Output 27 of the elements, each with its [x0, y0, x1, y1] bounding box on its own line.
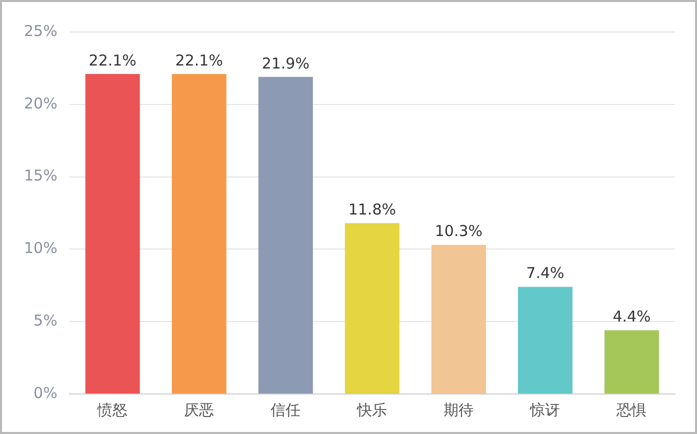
bar — [85, 74, 140, 394]
y-tick-label: 25% — [24, 22, 58, 40]
bar — [344, 223, 400, 394]
x-tick-label: 快乐 — [356, 400, 388, 419]
data-label: 22.1% — [175, 51, 223, 70]
bar — [431, 244, 486, 394]
x-tick-label: 愤怒 — [96, 400, 128, 419]
data-label: 22.1% — [88, 51, 136, 70]
data-label: 21.9% — [262, 54, 310, 72]
data-label: 10.3% — [434, 222, 483, 240]
y-tick-label: 10% — [24, 239, 58, 258]
bar — [518, 286, 572, 394]
x-tick-label: 厌恶 — [184, 400, 214, 419]
data-label: 7.4% — [526, 264, 564, 282]
bar — [604, 330, 659, 394]
y-tick-label: 20% — [24, 94, 58, 112]
data-label: 11.8% — [348, 200, 396, 219]
y-tick-label: 15% — [24, 166, 58, 185]
x-tick-label: 恐惧 — [616, 400, 647, 419]
data-label: 4.4% — [612, 308, 651, 326]
y-tick-label: 0% — [34, 384, 58, 402]
bar — [172, 74, 226, 394]
bar — [258, 76, 313, 394]
y-tick-label: 5% — [34, 311, 58, 330]
x-tick-label: 惊讶 — [529, 400, 560, 419]
x-tick-label: 期待 — [444, 400, 474, 419]
x-tick-label: 信任 — [270, 400, 301, 419]
